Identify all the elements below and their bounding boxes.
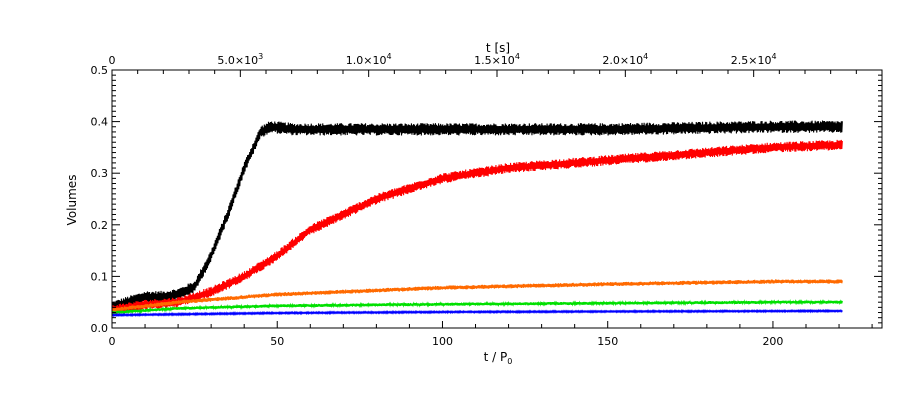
series-line-5	[111, 308, 843, 318]
top-x-tick-label: 2.5×104	[731, 52, 777, 67]
top-x-tick-mantissa: 5.0×10	[217, 54, 258, 67]
top-x-tick-mantissa: 2.5×10	[731, 54, 772, 67]
top-x-tick-mantissa: 2.0×10	[602, 54, 643, 67]
x-tick-label: 150	[597, 335, 618, 348]
x-tick-label: 100	[432, 335, 453, 348]
top-x-tick-label: 2.0×104	[602, 52, 648, 67]
top-x-tick-mantissa: 1.5×10	[474, 54, 515, 67]
x-axis-title-subscript: 0	[507, 357, 512, 366]
x-tick-label: 50	[270, 335, 284, 348]
axis-ticks	[111, 69, 883, 329]
top-x-tick-exponent: 4	[386, 52, 391, 61]
series-line-1	[111, 120, 843, 314]
y-tick-label: 0.4	[91, 116, 109, 129]
top-x-tick-mantissa: 0	[109, 54, 116, 67]
x-tick-label: 200	[762, 335, 783, 348]
series-line-4	[111, 299, 843, 315]
plot-frame	[111, 69, 883, 329]
y-tick-label: 0.5	[91, 64, 109, 77]
top-x-axis-title: t [s]	[486, 41, 510, 55]
top-x-tick-exponent: 4	[643, 52, 648, 61]
top-x-tick-label: 0	[109, 54, 116, 67]
y-tick-label: 0.2	[91, 219, 109, 232]
top-x-tick-exponent: 4	[515, 52, 520, 61]
top-x-tick-mantissa: 1.0×10	[346, 54, 387, 67]
top-x-tick-label: 1.0×104	[346, 52, 392, 67]
series-layer	[111, 120, 843, 318]
y-tick-label: 0.1	[91, 270, 109, 283]
x-tick-label: 0	[109, 335, 116, 348]
top-x-tick-exponent: 4	[771, 52, 776, 61]
top-x-tick-label: 1.5×104	[474, 52, 520, 67]
x-axis-title-main: t / P	[484, 350, 508, 364]
top-x-tick-exponent: 3	[258, 52, 263, 61]
y-tick-label: 0.3	[91, 167, 109, 180]
x-axis-title: t / P0	[484, 350, 513, 366]
y-tick-label: 0.0	[91, 322, 109, 335]
y-axis-title: Volumes	[65, 175, 79, 226]
series-line-2	[111, 139, 843, 315]
series-line-3	[111, 279, 843, 312]
axes-frame	[111, 69, 883, 329]
top-x-tick-label: 5.0×103	[217, 52, 263, 67]
